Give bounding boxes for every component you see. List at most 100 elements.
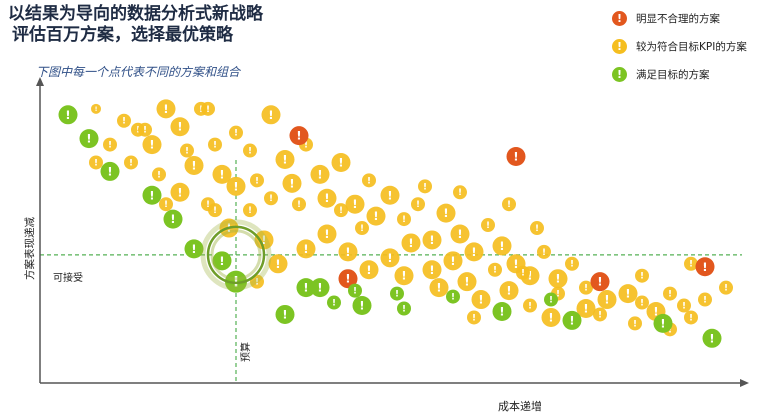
data-point-yellow: ! bbox=[229, 125, 243, 140]
data-point-red: ! bbox=[695, 257, 715, 277]
data-point-yellow: ! bbox=[296, 239, 316, 259]
data-point-yellow: ! bbox=[436, 203, 456, 223]
exclamation-icon: ! bbox=[612, 66, 627, 82]
exclamation-icon: ! bbox=[660, 316, 665, 330]
chart-subtitle: 下图中每一个点代表不同的方案和组合 bbox=[36, 65, 241, 79]
budget-ring-circle bbox=[210, 229, 262, 281]
exclamation-icon: ! bbox=[136, 126, 140, 136]
data-point-green: ! bbox=[702, 328, 722, 348]
data-point-green: ! bbox=[275, 304, 295, 324]
exclamation-icon: ! bbox=[702, 260, 707, 274]
exclamation-icon: ! bbox=[185, 147, 189, 157]
data-point-yellow: ! bbox=[243, 143, 257, 158]
exclamation-icon: ! bbox=[143, 126, 147, 136]
data-point-yellow: ! bbox=[418, 179, 432, 194]
exclamation-icon: ! bbox=[513, 150, 518, 164]
data-point-yellow: ! bbox=[380, 248, 400, 268]
data-point-yellow: ! bbox=[443, 251, 463, 271]
exclamation-icon: ! bbox=[464, 275, 469, 289]
exclamation-icon: ! bbox=[261, 233, 266, 247]
data-point-yellow: ! bbox=[124, 155, 138, 170]
exclamation-icon: ! bbox=[548, 310, 553, 324]
exclamation-icon: ! bbox=[269, 194, 273, 204]
exclamation-icon: ! bbox=[402, 304, 406, 314]
data-point-yellow: ! bbox=[226, 176, 246, 196]
exclamation-icon: ! bbox=[149, 188, 154, 202]
exclamation-icon: ! bbox=[451, 293, 455, 303]
data-point-green: ! bbox=[348, 283, 362, 298]
data-point-yellow: ! bbox=[264, 191, 278, 206]
data-point-yellow: ! bbox=[397, 212, 411, 227]
exclamation-icon: ! bbox=[149, 138, 154, 152]
data-point-green: ! bbox=[544, 292, 558, 307]
data-point-red: ! bbox=[590, 272, 610, 292]
exclamation-icon: ! bbox=[401, 269, 406, 283]
data-point-yellow: ! bbox=[338, 242, 358, 262]
data-point-yellow: ! bbox=[138, 122, 152, 137]
data-point-yellow: ! bbox=[394, 266, 414, 286]
exclamation-icon: ! bbox=[219, 254, 224, 268]
data-point-yellow: ! bbox=[334, 203, 348, 218]
data-point-yellow: ! bbox=[103, 137, 117, 152]
data-point-yellow: ! bbox=[530, 221, 544, 236]
exclamation-icon: ! bbox=[458, 188, 462, 198]
exclamation-icon: ! bbox=[255, 278, 259, 288]
exclamation-icon: ! bbox=[234, 129, 238, 139]
acceptable-label: 可接受 bbox=[53, 271, 83, 284]
data-point-yellow: ! bbox=[422, 260, 442, 280]
legend: ! 明显不合理的方案 ! 较为符合目标KPI的方案 ! 满足目标的方案 bbox=[612, 4, 747, 88]
exclamation-icon: ! bbox=[528, 301, 532, 311]
budget-label: 预算 bbox=[239, 342, 252, 362]
exclamation-icon: ! bbox=[471, 245, 476, 259]
exclamation-icon: ! bbox=[507, 200, 511, 210]
y-axis-label: 方案表现递减 bbox=[23, 217, 36, 280]
data-point-yellow: ! bbox=[292, 197, 306, 212]
data-point-yellow: ! bbox=[593, 307, 607, 322]
exclamation-icon: ! bbox=[625, 287, 630, 301]
exclamation-icon: ! bbox=[429, 263, 434, 277]
exclamation-icon: ! bbox=[478, 293, 483, 307]
exclamation-icon: ! bbox=[542, 248, 546, 258]
data-point-green: ! bbox=[296, 278, 316, 298]
exclamation-icon: ! bbox=[366, 263, 371, 277]
exclamation-icon: ! bbox=[324, 227, 329, 241]
exclamation-icon: ! bbox=[339, 206, 343, 216]
exclamation-icon: ! bbox=[86, 132, 91, 146]
legend-label: 满足目标的方案 bbox=[636, 68, 710, 81]
exclamation-icon: ! bbox=[199, 105, 203, 115]
exclamation-icon: ! bbox=[163, 102, 168, 116]
exclamation-icon: ! bbox=[549, 296, 553, 306]
data-point-yellow: ! bbox=[523, 298, 537, 313]
data-point-green: ! bbox=[397, 301, 411, 316]
data-point-yellow: ! bbox=[261, 105, 281, 125]
exclamation-icon: ! bbox=[129, 158, 133, 168]
data-point-yellow: ! bbox=[597, 290, 617, 310]
data-point-yellow: ! bbox=[684, 310, 698, 325]
data-point-yellow: ! bbox=[565, 256, 579, 271]
data-point-yellow: ! bbox=[317, 224, 337, 244]
exclamation-icon: ! bbox=[612, 38, 627, 54]
data-point-green: ! bbox=[142, 185, 162, 205]
legend-item-near-kpi: ! 较为符合目标KPI的方案 bbox=[612, 32, 747, 60]
exclamation-icon: ! bbox=[668, 325, 672, 335]
data-point-yellow: ! bbox=[366, 206, 386, 226]
data-point-yellow: ! bbox=[208, 203, 222, 218]
data-point-yellow: ! bbox=[201, 101, 215, 116]
exclamation-icon: ! bbox=[275, 257, 280, 271]
exclamation-icon: ! bbox=[177, 120, 182, 134]
data-point-yellow: ! bbox=[208, 137, 222, 152]
data-point-yellow: ! bbox=[362, 173, 376, 188]
exclamation-icon: ! bbox=[668, 290, 672, 300]
data-point-green: ! bbox=[163, 209, 183, 229]
data-point-yellow: ! bbox=[464, 242, 484, 262]
legend-item-unreasonable: ! 明显不合理的方案 bbox=[612, 4, 747, 32]
data-point-yellow: ! bbox=[453, 185, 467, 200]
data-point-yellow: ! bbox=[317, 188, 337, 208]
data-point-yellow: ! bbox=[628, 316, 642, 331]
exclamation-icon: ! bbox=[429, 233, 434, 247]
data-point-yellow: ! bbox=[467, 310, 481, 325]
data-point-yellow: ! bbox=[618, 284, 638, 304]
data-point-yellow: ! bbox=[184, 155, 204, 175]
exclamation-icon: ! bbox=[584, 284, 588, 294]
